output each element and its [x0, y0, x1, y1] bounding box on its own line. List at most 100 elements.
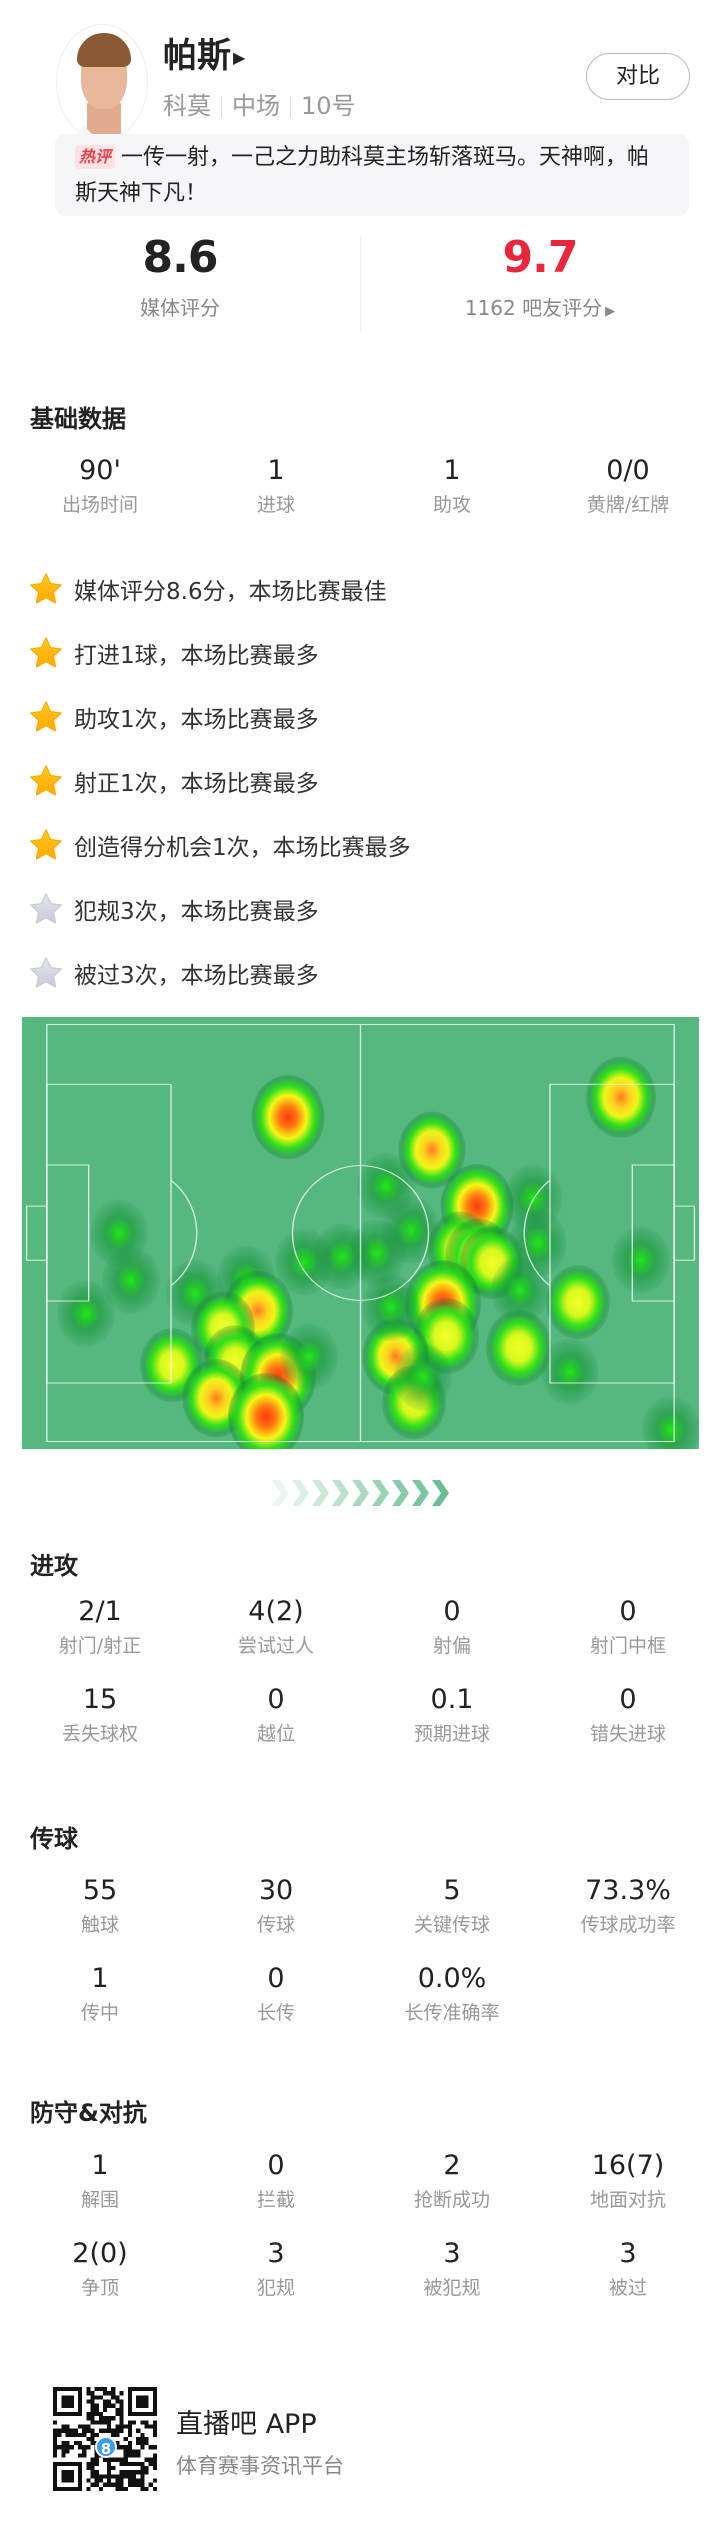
stat-cell: 0 射偏: [364, 1595, 540, 1683]
heatmap-spot: [586, 1057, 657, 1138]
stat-cell: 3 被过: [540, 2237, 716, 2325]
stat-cell: 1 传中: [12, 1962, 188, 2050]
stat-value: 5: [443, 1875, 461, 1906]
heatmap-spot: [57, 1280, 116, 1348]
stat-cell: 3 被犯规: [364, 2237, 540, 2325]
highlight-text: 创造得分机会1次，本场比赛最多: [74, 835, 411, 861]
heatmap-spot: [611, 1226, 670, 1294]
stat-cell: 0 越位: [188, 1683, 364, 1771]
highlight-text: 媒体评分8.6分，本场比赛最佳: [74, 579, 387, 605]
stat-label: 拦截: [256, 2189, 295, 2211]
app-name: 直播吧 APP: [176, 2409, 317, 2440]
stat-cell: 5 关键传球: [364, 1874, 540, 1962]
chevron-right-icon: [312, 1480, 329, 1506]
highlight-item: 媒体评分8.6分，本场比赛最佳: [28, 569, 387, 609]
stat-cell: 0.0% 长传准确率: [364, 1962, 540, 2050]
stat-value: 90': [79, 455, 121, 486]
stat-value: 16(7): [591, 2150, 665, 2181]
chevron-right-icon: [272, 1480, 289, 1506]
stat-value: 0.1: [430, 1684, 474, 1715]
stat-label: 地面对抗: [589, 2189, 666, 2211]
stat-value: 0: [267, 1684, 285, 1715]
stat-value: 1: [267, 455, 285, 486]
stat-cell: 55 触球: [12, 1874, 188, 1962]
stat-label: 黄牌/红牌: [586, 494, 670, 516]
stat-value: 2: [443, 2150, 461, 2181]
compare-button[interactable]: 对比: [586, 53, 690, 100]
highlight-text: 打进1球，本场比赛最多: [74, 643, 319, 669]
stat-value: 0/0: [606, 455, 650, 486]
gold-star-icon: [30, 637, 62, 668]
stat-label: 射门中框: [589, 1635, 666, 1657]
stat-value: 2(0): [72, 2238, 128, 2269]
player-name[interactable]: 帕斯 ▶: [163, 36, 246, 76]
stat-cell: 16(7) 地面对抗: [540, 2149, 716, 2237]
player-avatar[interactable]: [56, 24, 148, 140]
stat-value: 1: [91, 1963, 109, 1994]
stat-label: 关键传球: [413, 1914, 490, 1936]
highlight-text: 助攻1次，本场比赛最多: [74, 707, 319, 733]
gold-star-icon: [30, 701, 62, 732]
hot-comment: 热评 一传一射，一己之力助科莫主场斩落斑马。天神啊，帕斯天神下凡！: [55, 134, 689, 216]
chevron-right-icon: [292, 1480, 309, 1506]
chevron-right-icon: [352, 1480, 369, 1506]
chevron-right-icon: [432, 1480, 449, 1506]
stat-label: 出场时间: [61, 494, 138, 516]
hot-comment-text: 一传一射，一己之力助科莫主场斩落斑马。天神啊，帕斯天神下凡！: [75, 145, 650, 206]
stat-cell: 3 犯规: [188, 2237, 364, 2325]
stat-cell: 90' 出场时间: [12, 454, 188, 542]
stat-label: 被过: [608, 2277, 647, 2299]
stat-value: 15: [82, 1684, 118, 1715]
stat-label: 越位: [256, 1723, 295, 1745]
stat-value: 0: [443, 1596, 461, 1627]
stat-cell: 4(2) 尝试过人: [188, 1595, 364, 1683]
team-name: 科莫: [163, 92, 211, 120]
heatmap-spot: [642, 1396, 699, 1449]
gray-star-icon: [30, 957, 62, 988]
stat-value: 0: [267, 2150, 285, 2181]
media-rating-value: 8.6: [142, 232, 219, 283]
defense-stats: 1 解围 0 拦截 2 抢断成功 16(7) 地面对抗 2(0) 争顶 3 犯规 3 被犯规 3 被过: [12, 2149, 716, 2325]
section-title-attack: 进攻: [30, 1552, 78, 1580]
qr-logo-badge: 8: [95, 2436, 117, 2458]
heatmap-spot: [361, 1273, 420, 1341]
highlight-text: 犯规3次，本场比赛最多: [74, 899, 319, 925]
attack-direction-arrows: [270, 1478, 450, 1508]
gold-star-icon: [30, 829, 62, 860]
highlight-item: 被过3次，本场比赛最多: [28, 953, 319, 993]
stat-label: 射门/射正: [58, 1635, 142, 1657]
media-rating-label: 媒体评分: [140, 296, 220, 320]
stat-label: 传球: [256, 1914, 295, 1936]
highlight-item: 创造得分机会1次，本场比赛最多: [28, 825, 411, 865]
stat-cell: 1 助攻: [364, 454, 540, 542]
attack-stats: 2/1 射门/射正 4(2) 尝试过人 0 射偏 0 射门中框 15 丢失球权 0 越位 0.1 预期进球…: [12, 1595, 716, 1771]
stat-cell: 2(0) 争顶: [12, 2237, 188, 2325]
pitch-lines: [25, 1023, 696, 1443]
stat-cell: 1 解围: [12, 2149, 188, 2237]
highlight-item: 打进1球，本场比赛最多: [28, 633, 319, 673]
fan-rating[interactable]: 9.7 1162 吧友评分 ▶: [360, 232, 720, 321]
heatmap-pitch: [22, 1017, 699, 1449]
stat-value: 73.3%: [585, 1875, 671, 1906]
stat-value: 3: [267, 2238, 285, 2269]
stat-value: 1: [443, 455, 461, 486]
stat-value: 0: [619, 1684, 637, 1715]
stat-label: 传球成功率: [580, 1914, 676, 1936]
highlight-item: 助攻1次，本场比赛最多: [28, 697, 319, 737]
stat-cell: 73.3% 传球成功率: [540, 1874, 716, 1962]
gold-star-icon: [30, 573, 62, 604]
highlight-text: 射正1次，本场比赛最多: [74, 771, 319, 797]
stat-value: 3: [443, 2238, 461, 2269]
chevron-right-icon: [392, 1480, 409, 1506]
stat-cell: 0 拦截: [188, 2149, 364, 2237]
stat-cell: 0 错失进球: [540, 1683, 716, 1771]
heatmap-spot: [228, 1373, 305, 1449]
stat-cell: 15 丢失球权: [12, 1683, 188, 1771]
stat-label: 长传: [256, 2002, 295, 2024]
highlight-text: 被过3次，本场比赛最多: [74, 963, 319, 989]
stat-value: 0: [267, 1963, 285, 1994]
fan-rating-value: 9.7: [502, 232, 579, 283]
stat-cell: 2 抢断成功: [364, 2149, 540, 2237]
player-meta: 科莫 中场 10号: [163, 86, 356, 121]
stat-value: 55: [82, 1875, 118, 1906]
